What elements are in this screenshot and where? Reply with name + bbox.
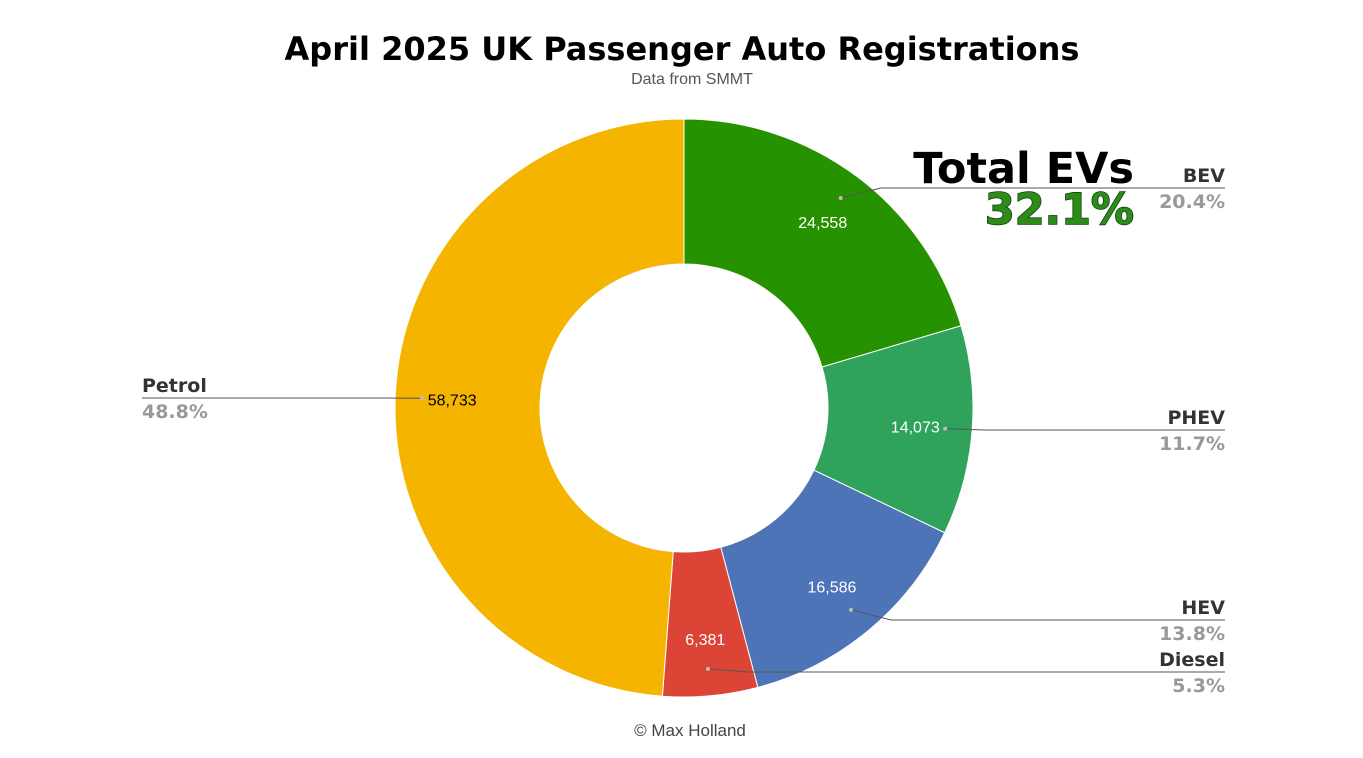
callout-name-bev: BEV <box>1183 165 1225 187</box>
callout-percent-bev: 20.4% <box>1159 191 1225 213</box>
total-evs-value: 32.1% <box>985 185 1134 235</box>
callout-percent-diesel: 5.3% <box>1172 675 1225 697</box>
chart-footer: © Max Holland <box>634 721 746 740</box>
slice-value-labels: 24,558 14,073 16,586 6,381 58,733 <box>428 215 940 649</box>
slice-petrol <box>394 118 685 697</box>
value-label-petrol: 58,733 <box>428 392 477 409</box>
callout-percent-hev: 13.8% <box>1159 623 1225 645</box>
callout-name-hev: HEV <box>1181 597 1225 619</box>
leader-dot-bev <box>838 196 843 201</box>
leader-lines <box>142 187 1225 673</box>
callout-percent-phev: 11.7% <box>1159 433 1225 455</box>
value-label-phev: 14,073 <box>891 419 940 436</box>
chart-title: April 2025 UK Passenger Auto Registratio… <box>285 30 1080 68</box>
value-label-diesel: 6,381 <box>685 632 725 649</box>
leader-line-bev <box>840 187 1225 199</box>
callout-name-diesel: Diesel <box>1159 649 1225 671</box>
value-label-bev: 24,558 <box>798 215 847 232</box>
callout-labels: BEV 20.4% PHEV 11.7% HEV 13.8% Diesel 5.3% Petro… <box>142 165 1225 697</box>
slice-hev <box>720 469 946 689</box>
donut-slices <box>394 118 974 698</box>
leader-dot-petrol <box>420 396 425 401</box>
callout-name-phev: PHEV <box>1167 407 1225 429</box>
leader-dot-hev <box>849 607 854 612</box>
leader-dot-phev <box>943 426 948 431</box>
total-evs-annotation: Total EVs 32.1% <box>913 144 1134 236</box>
slice-bev <box>683 118 962 368</box>
leader-line-diesel <box>707 668 1225 673</box>
leader-line-hev <box>850 609 1225 621</box>
callout-name-petrol: Petrol <box>142 375 207 397</box>
value-label-hev: 16,586 <box>807 580 856 597</box>
leader-line-phev <box>945 428 1225 431</box>
callout-percent-petrol: 48.8% <box>142 401 208 423</box>
leader-dot-diesel <box>706 666 711 671</box>
chart-subtitle: Data from SMMT <box>631 71 753 88</box>
total-evs-label: Total EVs <box>913 144 1134 194</box>
